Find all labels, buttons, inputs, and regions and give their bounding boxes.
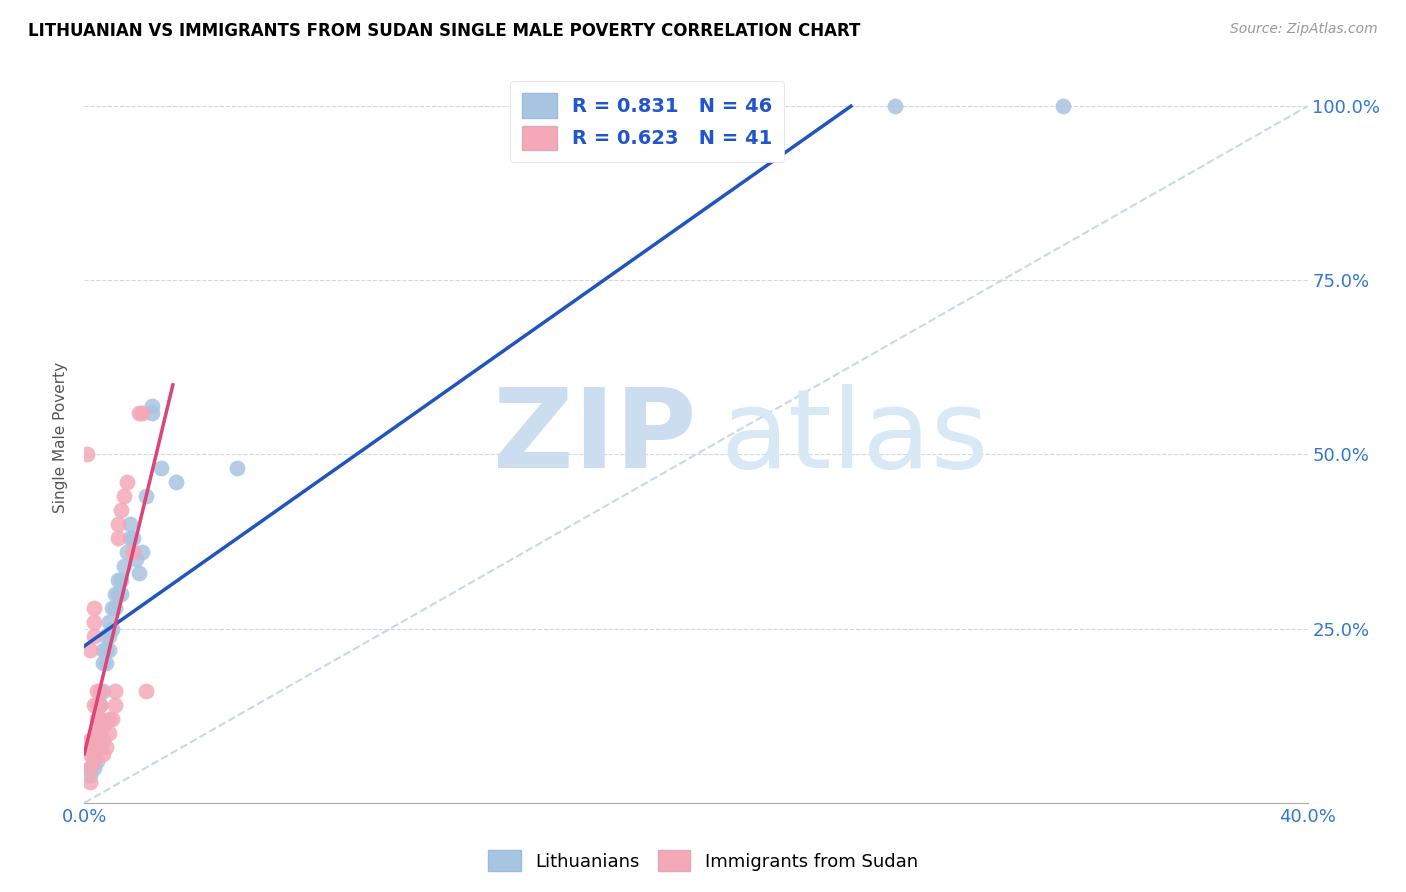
- Point: [91, 684, 114, 698]
- Point: [110, 573, 132, 587]
- Point: [107, 587, 129, 601]
- Point: [89, 698, 111, 713]
- Point: [86, 684, 108, 698]
- Point: [79, 733, 101, 747]
- Point: [101, 712, 124, 726]
- Point: [112, 489, 135, 503]
- Point: [107, 573, 129, 587]
- Point: [79, 642, 101, 657]
- Point: [97, 712, 120, 726]
- Point: [83, 629, 105, 643]
- Point: [86, 698, 108, 713]
- Point: [83, 754, 105, 768]
- Point: [101, 600, 124, 615]
- Point: [91, 733, 114, 747]
- Point: [79, 761, 101, 775]
- Point: [79, 775, 101, 789]
- Point: [125, 552, 148, 566]
- Point: [115, 475, 138, 490]
- Point: [83, 747, 105, 761]
- Point: [79, 761, 101, 775]
- Text: atlas: atlas: [720, 384, 988, 491]
- Point: [86, 740, 108, 755]
- Point: [1052, 99, 1074, 113]
- Point: [135, 489, 157, 503]
- Point: [97, 615, 120, 629]
- Point: [120, 531, 142, 545]
- Point: [83, 600, 105, 615]
- Point: [83, 698, 105, 713]
- Point: [110, 503, 132, 517]
- Point: [94, 657, 117, 671]
- Point: [104, 684, 127, 698]
- Point: [91, 642, 114, 657]
- Point: [226, 461, 249, 475]
- Point: [107, 517, 129, 532]
- Point: [83, 754, 105, 768]
- Point: [128, 566, 150, 580]
- Point: [91, 657, 114, 671]
- Point: [86, 726, 108, 740]
- Point: [107, 531, 129, 545]
- Text: ZIP: ZIP: [492, 384, 696, 491]
- Point: [94, 629, 117, 643]
- Point: [86, 712, 108, 726]
- Point: [149, 461, 172, 475]
- Point: [97, 726, 120, 740]
- Point: [97, 642, 120, 657]
- Point: [131, 545, 153, 559]
- Point: [97, 629, 120, 643]
- Point: [122, 531, 145, 545]
- Point: [94, 740, 117, 755]
- Text: Source: ZipAtlas.com: Source: ZipAtlas.com: [1230, 22, 1378, 37]
- Point: [547, 99, 569, 113]
- Point: [131, 406, 153, 420]
- Point: [141, 399, 163, 413]
- Text: LITHUANIAN VS IMMIGRANTS FROM SUDAN SINGLE MALE POVERTY CORRELATION CHART: LITHUANIAN VS IMMIGRANTS FROM SUDAN SING…: [28, 22, 860, 40]
- Point: [79, 747, 101, 761]
- Point: [76, 448, 98, 462]
- Legend: R = 0.831   N = 46, R = 0.623   N = 41: R = 0.831 N = 46, R = 0.623 N = 41: [510, 81, 785, 162]
- Point: [89, 740, 111, 755]
- Point: [83, 733, 105, 747]
- Point: [89, 712, 111, 726]
- Point: [89, 740, 111, 755]
- Point: [83, 761, 105, 775]
- Point: [141, 406, 163, 420]
- Point: [83, 747, 105, 761]
- Point: [89, 698, 111, 713]
- Point: [79, 768, 101, 782]
- Point: [83, 615, 105, 629]
- Point: [91, 719, 114, 733]
- Point: [101, 622, 124, 636]
- Point: [122, 545, 145, 559]
- Point: [104, 587, 127, 601]
- Point: [89, 712, 111, 726]
- Point: [89, 684, 111, 698]
- Legend: Lithuanians, Immigrants from Sudan: Lithuanians, Immigrants from Sudan: [481, 843, 925, 879]
- Point: [883, 99, 905, 113]
- Point: [120, 517, 142, 532]
- Point: [86, 740, 108, 755]
- Point: [165, 475, 187, 490]
- Point: [104, 600, 127, 615]
- Point: [112, 558, 135, 573]
- Point: [89, 726, 111, 740]
- Point: [91, 747, 114, 761]
- Point: [135, 684, 157, 698]
- Point: [86, 726, 108, 740]
- Point: [110, 587, 132, 601]
- Point: [128, 406, 150, 420]
- Point: [94, 642, 117, 657]
- Y-axis label: Single Male Poverty: Single Male Poverty: [53, 361, 69, 513]
- Point: [104, 698, 127, 713]
- Point: [89, 726, 111, 740]
- Point: [86, 754, 108, 768]
- Point: [115, 545, 138, 559]
